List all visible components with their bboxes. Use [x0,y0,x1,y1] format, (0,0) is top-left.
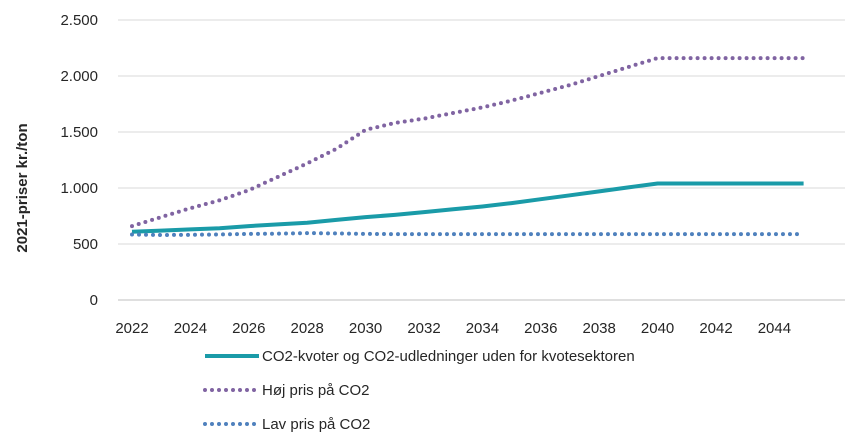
x-tick-label: 2032 [407,320,440,337]
x-tick-label: 2044 [758,320,791,337]
y-tick-label: 0 [90,292,98,309]
y-axis-label: 2021-priser kr./ton [14,123,31,252]
x-tick-label: 2042 [699,320,732,337]
x-tick-label: 2026 [232,320,265,337]
x-tick-label: 2030 [349,320,382,337]
x-tick-label: 2022 [115,320,148,337]
x-tick-label: 2024 [174,320,207,337]
y-tick-label: 500 [73,236,98,253]
series-line-1 [131,181,804,234]
legend-label: Høj pris på CO2 [262,382,370,399]
legend: CO2-kvoter og CO2-udledninger uden for k… [203,348,635,433]
x-tick-label: 2040 [641,320,674,337]
y-tick-label: 1.500 [60,124,98,141]
y-tick-label: 1.000 [60,180,98,197]
gridlines [118,19,845,245]
x-tick-label: 2038 [583,320,616,337]
series-line-2 [130,56,806,229]
legend-label: Lav pris på CO2 [262,416,370,433]
y-axis-ticks: 0 500 1.000 1.500 2.000 2.500 [60,12,98,309]
x-tick-label: 2028 [291,320,324,337]
x-axis-ticks: 2022 2024 2026 2028 2030 2032 2034 2036 2038 2040… [115,320,791,337]
x-tick-label: 2034 [466,320,499,337]
series-lines [130,56,806,237]
x-tick-label: 2036 [524,320,557,337]
y-tick-label: 2.000 [60,68,98,85]
series-line-3 [130,231,806,237]
legend-label: CO2-kvoter og CO2-udledninger uden for k… [262,348,635,365]
y-tick-label: 2.500 [60,12,98,29]
